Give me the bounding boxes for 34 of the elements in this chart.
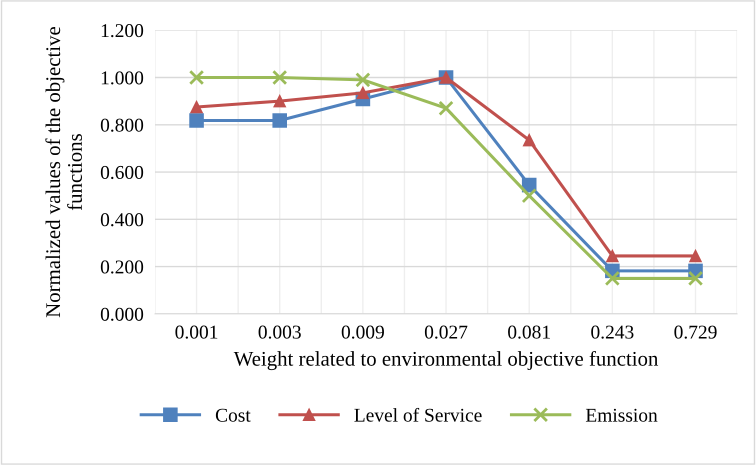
y-tick-label: 0.000 [100,308,144,321]
point [272,113,288,128]
point [272,70,288,86]
legend-label: Cost [216,408,251,422]
point [522,188,537,204]
point [606,250,619,262]
point [190,100,203,114]
point [188,70,204,86]
x-tick-label: 0.009 [342,326,384,339]
y-tick-label: 1.200 [102,24,144,38]
point [438,100,454,116]
x-tick-label: 0.081 [508,326,550,339]
legend-label: Emission [586,408,658,422]
y-tick-label: 0.200 [100,260,144,274]
point [688,270,704,286]
y-tick-label: 0.600 [100,166,144,180]
point [689,250,702,262]
x-axis-title: Weight related to environmental objective function [234,350,658,370]
x-tick-label: 0.729 [674,326,717,339]
point [189,113,204,128]
y-axis-title: Normalized values of the objective functions [45,27,82,318]
point [355,72,371,88]
x-tick-label: 0.243 [591,326,634,339]
point [522,134,536,146]
point [604,270,620,286]
y-tick-label: 1.000 [102,71,144,85]
point [356,86,370,100]
x-tick-label: 0.027 [424,326,468,339]
legend-label: Level of Service [354,408,482,422]
x-tick-label: 0.003 [258,326,301,339]
point [273,94,286,108]
y-tick-label: 0.400 [100,213,144,226]
x-tick-label: 0.001 [175,326,218,339]
y-tick-label: 0.800 [100,118,144,132]
